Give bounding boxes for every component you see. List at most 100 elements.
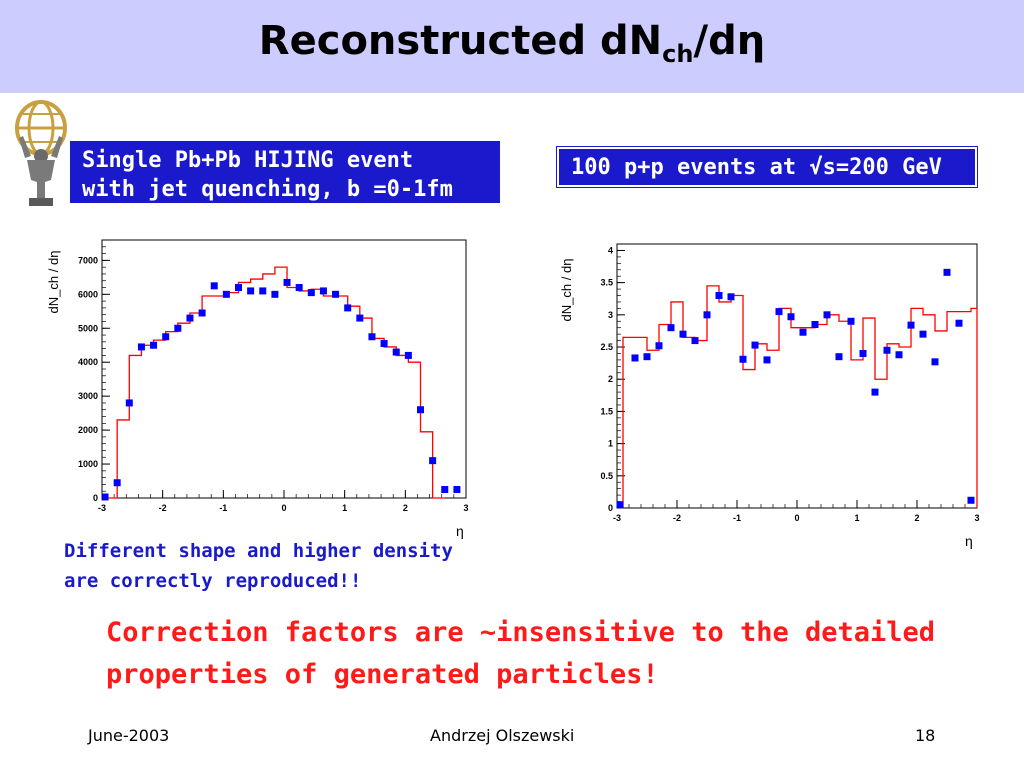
y-tick-label: 3 bbox=[608, 310, 613, 320]
title-subscript: ch bbox=[662, 40, 694, 68]
data-point bbox=[751, 341, 759, 349]
x-tick-label: -2 bbox=[673, 513, 681, 523]
x-tick-label: -3 bbox=[613, 513, 621, 523]
data-point bbox=[919, 330, 927, 338]
pbpb-info-box: Single Pb+Pb HIJING event with jet quenc… bbox=[70, 141, 500, 203]
y-axis-label: dN_ch / dη bbox=[46, 251, 61, 314]
x-tick-label: 0 bbox=[794, 513, 799, 523]
y-tick-label: 5000 bbox=[78, 323, 98, 333]
footer-page-number: 18 bbox=[915, 726, 936, 745]
data-point bbox=[174, 324, 182, 332]
x-tick-label: -1 bbox=[219, 503, 227, 513]
pp-dndeta-chart: 0 0.5 1 1.5 2 2.5 3 3.5 4 -3 -2 -1 0 1 2 3 dN_ch / dη η bbox=[559, 243, 980, 549]
data-point bbox=[429, 457, 437, 465]
data-point bbox=[871, 388, 879, 396]
data-point bbox=[823, 311, 831, 319]
title-main: Reconstructed dN bbox=[258, 18, 663, 64]
atlas-logo-icon bbox=[15, 100, 67, 206]
footer-author: Andrzej Olszewski bbox=[430, 726, 575, 745]
x-axis-label: η bbox=[965, 533, 973, 549]
pbpb-dndeta-chart: 0 1000 2000 3000 4000 5000 6000 7000 -3 -2 -1 0 1 2 3 d… bbox=[46, 239, 469, 539]
x-tick-label: 2 bbox=[403, 503, 408, 513]
y-tick-label: 7000 bbox=[78, 255, 98, 265]
x-axis-label: η bbox=[456, 523, 464, 539]
data-point bbox=[404, 351, 412, 359]
y-tick-label: 3000 bbox=[78, 391, 98, 401]
x-tick-label: 2 bbox=[914, 513, 919, 523]
y-tick-label: 4000 bbox=[78, 357, 98, 367]
data-point bbox=[162, 333, 170, 341]
title-bar bbox=[0, 0, 1024, 93]
y-axis-label: dN_ch / dη bbox=[559, 259, 574, 322]
data-point bbox=[667, 324, 675, 332]
data-point bbox=[368, 333, 376, 341]
x-tick-label: 3 bbox=[974, 513, 979, 523]
data-point bbox=[344, 304, 352, 312]
plot-frame bbox=[616, 243, 978, 509]
data-point bbox=[101, 493, 109, 501]
data-point bbox=[235, 284, 242, 292]
data-point bbox=[763, 356, 771, 364]
x-tick-label: 3 bbox=[463, 503, 468, 513]
data-point bbox=[616, 501, 624, 509]
data-point bbox=[186, 314, 194, 322]
data-point bbox=[895, 351, 903, 359]
data-point bbox=[271, 290, 279, 298]
data-point bbox=[955, 319, 963, 327]
data-point bbox=[715, 292, 723, 300]
data-point bbox=[643, 353, 651, 361]
pp-info-box: 100 p+p events at √s=200 GeV bbox=[556, 146, 978, 188]
y-tick-label: 2000 bbox=[78, 425, 98, 435]
data-point bbox=[811, 320, 819, 328]
data-point bbox=[332, 290, 340, 298]
data-point bbox=[247, 287, 255, 295]
data-point bbox=[727, 293, 735, 301]
data-point bbox=[907, 321, 915, 329]
y-tick-label: 0 bbox=[93, 493, 98, 503]
data-point bbox=[655, 342, 663, 350]
y-tick-label: 6000 bbox=[78, 289, 98, 299]
data-point bbox=[125, 399, 133, 407]
data-point bbox=[799, 328, 807, 336]
data-point bbox=[295, 284, 303, 292]
title-tail: /dη bbox=[693, 18, 766, 64]
data-point bbox=[931, 358, 939, 366]
data-point bbox=[943, 268, 951, 276]
data-point bbox=[453, 486, 461, 494]
data-point bbox=[307, 289, 315, 297]
data-point bbox=[631, 354, 639, 362]
x-tick-label: -3 bbox=[98, 503, 106, 513]
data-point bbox=[198, 309, 206, 317]
x-tick-label: 1 bbox=[854, 513, 859, 523]
x-tick-label: 1 bbox=[342, 503, 347, 513]
pbpb-caption: Different shape and higher density are c… bbox=[64, 540, 453, 592]
data-point bbox=[380, 340, 388, 348]
data-point bbox=[319, 287, 327, 295]
footer-date: June-2003 bbox=[88, 726, 170, 745]
data-point bbox=[392, 348, 400, 356]
y-tick-label: 2.5 bbox=[600, 342, 613, 352]
data-point bbox=[739, 355, 747, 363]
histogram-series bbox=[622, 285, 978, 508]
data-point bbox=[441, 486, 449, 494]
y-tick-label: 1000 bbox=[78, 459, 98, 469]
data-point bbox=[703, 311, 711, 319]
x-tick-label: -1 bbox=[733, 513, 741, 523]
data-point bbox=[417, 406, 424, 414]
data-point bbox=[835, 353, 843, 361]
data-point bbox=[679, 330, 687, 338]
data-point bbox=[210, 282, 218, 290]
x-tick-label: 0 bbox=[281, 503, 286, 513]
y-tick-label: 1.5 bbox=[600, 406, 613, 416]
data-point bbox=[775, 308, 783, 316]
data-point bbox=[787, 313, 795, 321]
data-point bbox=[113, 479, 121, 487]
data-point bbox=[283, 278, 291, 286]
data-point bbox=[847, 317, 855, 325]
data-point bbox=[259, 287, 267, 295]
data-point bbox=[859, 349, 867, 357]
data-point bbox=[356, 314, 364, 322]
y-tick-label: 0.5 bbox=[600, 471, 613, 481]
slide-title: Reconstructed dNch/dη bbox=[0, 18, 1024, 68]
data-point bbox=[967, 496, 975, 504]
